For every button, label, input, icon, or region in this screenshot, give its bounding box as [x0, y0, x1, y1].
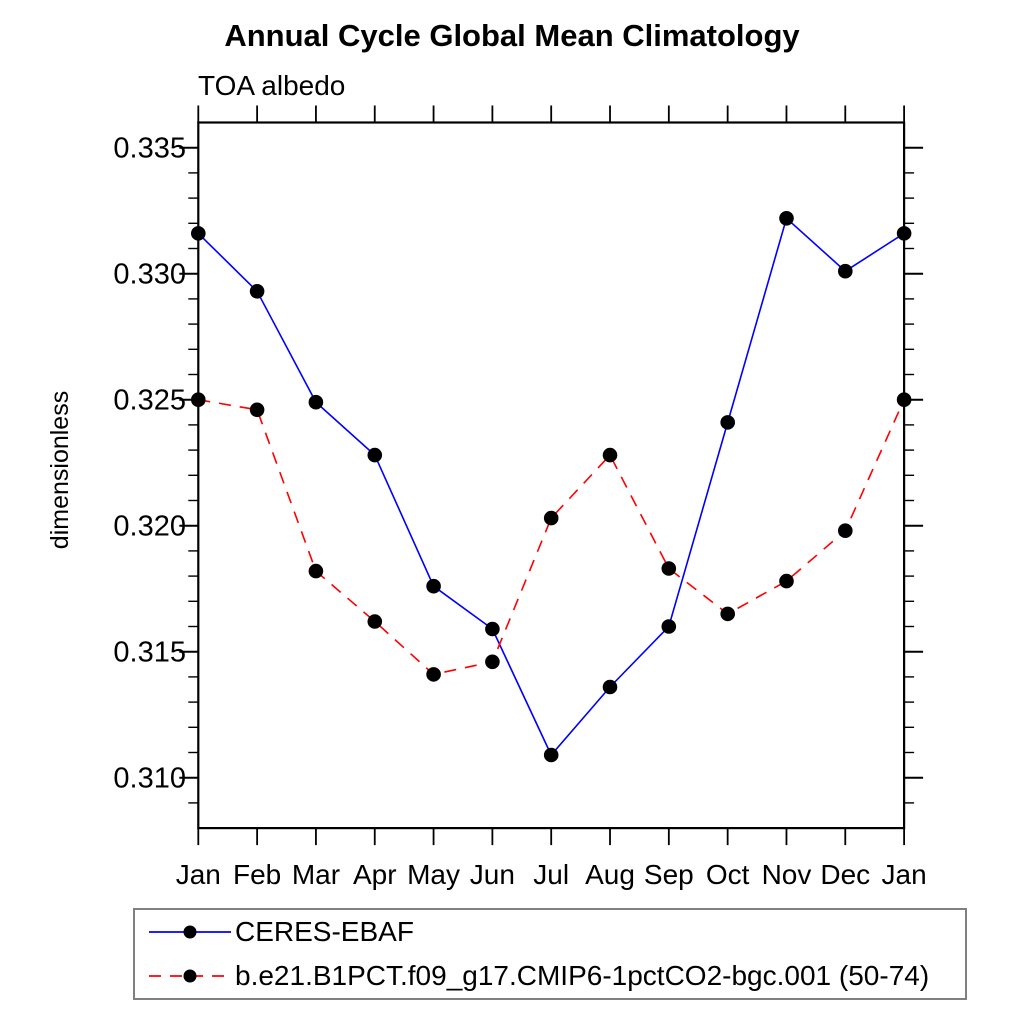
data-point [485, 621, 500, 637]
data-point [720, 415, 735, 430]
plot-frame [197, 121, 906, 830]
data-point [838, 263, 853, 279]
x-tick-label: Oct [706, 859, 750, 890]
y-axis-label: dimensionless [46, 391, 74, 549]
legend: CERES-EBAF b.e21.B1PCT.f09_g17.CMIP6-1pc… [133, 908, 967, 1000]
data-point [602, 447, 618, 463]
x-tick-label: Jun [470, 859, 515, 890]
data-point [426, 667, 441, 682]
x-tick-label: Nov [762, 859, 812, 890]
data-point [367, 614, 383, 629]
series-line-0 [197, 216, 905, 757]
x-tick-label: Apr [353, 859, 397, 890]
x-tick-label: May [407, 859, 460, 890]
data-point [720, 606, 735, 622]
data-point [308, 563, 324, 579]
x-tick-label: Feb [233, 859, 281, 890]
x-tick-label: Jan [882, 859, 927, 890]
y-tick-label: 0.315 [113, 637, 186, 669]
data-point [896, 226, 912, 241]
data-point [249, 284, 265, 299]
data-point [543, 747, 559, 763]
legend-marker-dot [183, 925, 197, 939]
data-point [191, 392, 206, 408]
x-tick-label: Mar [292, 859, 340, 890]
data-point [426, 578, 441, 594]
data-point [779, 211, 794, 226]
data-point [543, 510, 559, 526]
series-line-1 [198, 398, 905, 676]
data-point [661, 561, 677, 576]
y-tick-label: 0.330 [113, 259, 186, 291]
legend-label-model: b.e21.B1PCT.f09_g17.CMIP6-1pctCO2-bgc.00… [235, 960, 930, 991]
y-tick-label: 0.320 [113, 511, 186, 543]
legend-label-ceres: CERES-EBAF [235, 916, 414, 947]
data-point [308, 394, 324, 410]
data-point [661, 619, 677, 634]
plot-subtitle: TOA albedo [198, 70, 346, 101]
data-point [485, 654, 500, 670]
x-tick-label: Jan [176, 859, 221, 890]
data-point [191, 226, 206, 241]
data-point [779, 573, 794, 589]
y-tick-label: 0.310 [113, 763, 186, 795]
data-point [602, 679, 618, 695]
legend-marker-dot [183, 969, 197, 983]
x-tick-label: Dec [820, 859, 870, 890]
plot-title: Annual Cycle Global Mean Climatology [224, 18, 800, 53]
data-point [249, 402, 265, 418]
legend-swatch-dashed-line-icon [149, 969, 231, 983]
data-point [896, 392, 912, 408]
legend-row-model: b.e21.B1PCT.f09_g17.CMIP6-1pctCO2-bgc.00… [135, 955, 965, 997]
legend-swatch-solid-line-icon [149, 925, 231, 939]
y-tick-label: 0.325 [113, 385, 186, 417]
x-tick-label: Sep [644, 859, 694, 890]
data-point [367, 447, 383, 463]
legend-row-ceres: CERES-EBAF [135, 911, 965, 953]
x-tick-label: Aug [585, 859, 635, 890]
data-point [838, 523, 853, 538]
x-tick-label: Jul [533, 859, 569, 890]
y-tick-label: 0.335 [113, 133, 186, 165]
